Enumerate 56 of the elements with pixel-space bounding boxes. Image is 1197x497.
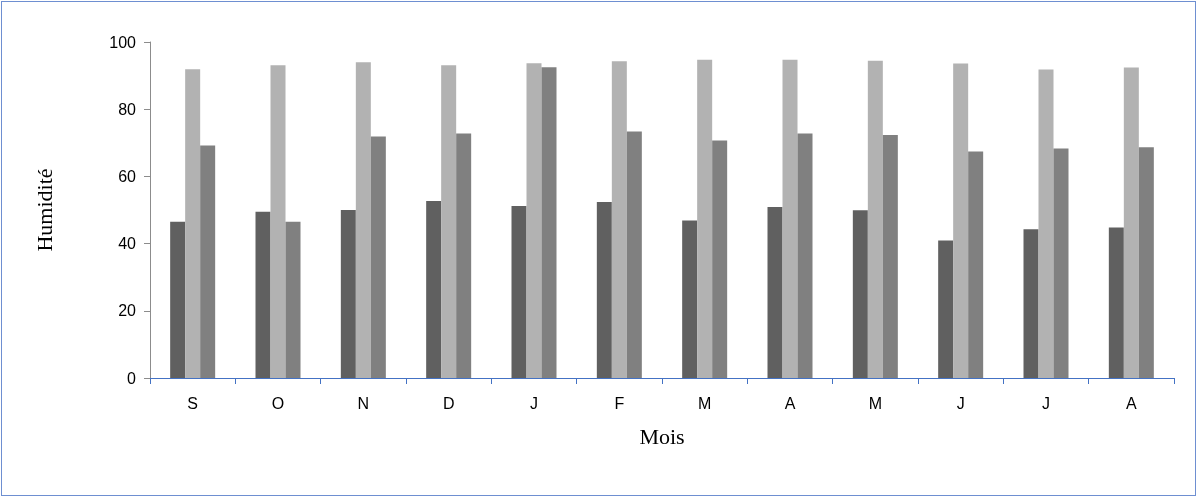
x-tick-label: N bbox=[357, 394, 370, 412]
bar bbox=[1138, 147, 1154, 378]
y-tick-label: 60 bbox=[118, 167, 137, 185]
bar bbox=[541, 67, 557, 378]
bar bbox=[370, 136, 386, 378]
x-tick-label: J bbox=[1042, 394, 1050, 412]
y-tick-label: 100 bbox=[109, 33, 137, 51]
y-tick-label: 80 bbox=[118, 100, 137, 118]
bar bbox=[938, 240, 954, 378]
bar bbox=[1108, 227, 1124, 378]
bar bbox=[626, 131, 642, 378]
bar bbox=[596, 201, 612, 378]
bar bbox=[611, 61, 627, 378]
x-tick-label: F bbox=[614, 394, 625, 412]
bar bbox=[1023, 229, 1039, 378]
bar bbox=[953, 63, 969, 378]
bar bbox=[285, 221, 301, 378]
x-tick-label: M bbox=[868, 394, 882, 412]
y-axis-title: Humidité bbox=[31, 168, 57, 252]
bar bbox=[426, 200, 442, 378]
x-tick-label: D bbox=[442, 394, 455, 412]
bar bbox=[270, 65, 286, 378]
x-tick-label: A bbox=[1126, 394, 1137, 412]
bar bbox=[682, 220, 698, 378]
bar bbox=[185, 69, 201, 378]
x-tick-label: J bbox=[956, 394, 965, 412]
bar bbox=[867, 60, 883, 378]
x-tick-label: A bbox=[784, 394, 796, 412]
bar bbox=[697, 59, 713, 378]
x-tick-label: S bbox=[187, 394, 198, 412]
bar bbox=[340, 210, 356, 378]
bar bbox=[767, 206, 783, 378]
bar bbox=[255, 211, 271, 378]
bar bbox=[1053, 148, 1069, 378]
x-tick-label: M bbox=[698, 394, 712, 412]
bar bbox=[200, 145, 216, 378]
bar bbox=[1123, 67, 1139, 378]
x-axis-title: Mois bbox=[639, 423, 685, 449]
y-tick-label: 20 bbox=[118, 302, 137, 320]
bar bbox=[782, 59, 798, 378]
bar bbox=[441, 65, 457, 378]
bar bbox=[968, 151, 984, 378]
bar bbox=[852, 210, 868, 378]
bar bbox=[355, 62, 371, 378]
bar bbox=[712, 140, 728, 378]
bar bbox=[170, 221, 186, 378]
bar bbox=[511, 205, 527, 378]
bar bbox=[797, 133, 813, 378]
bar bbox=[526, 63, 542, 378]
y-tick-label: 40 bbox=[118, 235, 137, 253]
bar bbox=[882, 135, 898, 378]
x-tick-label: J bbox=[530, 394, 538, 412]
x-tick-label: O bbox=[271, 394, 285, 412]
bar bbox=[1038, 69, 1054, 378]
y-tick-label: 0 bbox=[127, 369, 137, 387]
bar bbox=[456, 133, 472, 378]
